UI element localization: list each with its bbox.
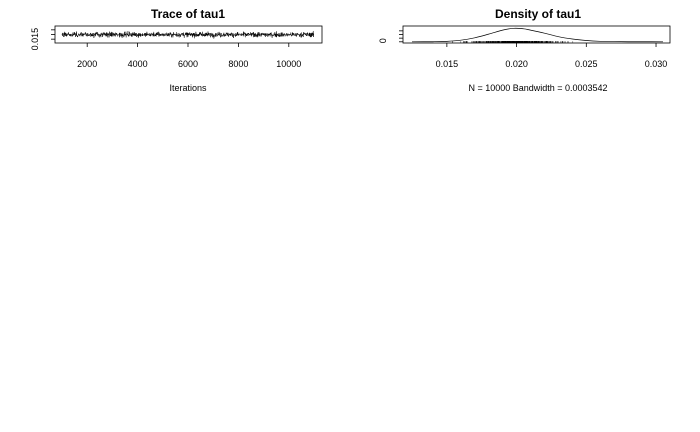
trace-x-tick-label: 8000 bbox=[228, 59, 248, 69]
density-x-tick-label: 0.030 bbox=[645, 59, 668, 69]
density-x-label: N = 10000 Bandwidth = 0.0003542 bbox=[468, 83, 607, 93]
trace-x-tick-label: 6000 bbox=[178, 59, 198, 69]
density-x-tick-label: 0.015 bbox=[436, 59, 459, 69]
trace-x-tick-label: 4000 bbox=[128, 59, 148, 69]
density-y-tick-label: 0 bbox=[378, 38, 388, 43]
density-x-tick-label: 0.025 bbox=[575, 59, 598, 69]
density-rug bbox=[452, 41, 573, 43]
trace-x-tick-label: 10000 bbox=[276, 59, 301, 69]
trace-title: Trace of tau1 bbox=[151, 7, 225, 21]
density-x-axis: 0.015 0.020 0.025 0.030 bbox=[436, 43, 668, 69]
density-plot-box bbox=[402, 25, 671, 44]
trace-x-label: Iterations bbox=[169, 83, 207, 93]
density-curve bbox=[411, 27, 664, 43]
density-rug-marks bbox=[452, 41, 573, 43]
density-x-tick-label: 0.020 bbox=[505, 59, 528, 69]
density-title: Density of tau1 bbox=[495, 7, 581, 21]
trace-series-line bbox=[61, 30, 315, 39]
trace-y-tick-label: 0.015 bbox=[30, 28, 40, 51]
density-panel: Density of tau1 0.015 0.020 0.025 0.030 0 N… bbox=[378, 7, 671, 93]
trace-panel: Trace of tau1 2000 4000 6000 8000 10000 0.01… bbox=[30, 7, 323, 93]
trace-y-axis: 0.015 bbox=[30, 28, 55, 51]
trace-x-tick-label: 2000 bbox=[77, 59, 97, 69]
trace-x-axis: 2000 4000 6000 8000 10000 bbox=[77, 43, 301, 69]
density-y-axis: 0 bbox=[378, 30, 403, 43]
